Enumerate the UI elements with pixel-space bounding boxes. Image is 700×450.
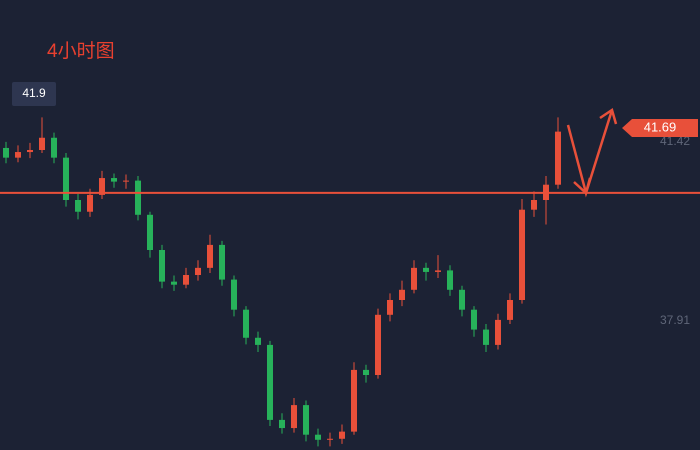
candle-body — [471, 309, 477, 330]
candle-body — [399, 289, 405, 300]
candle-body — [387, 300, 393, 315]
high-label: 41.9 — [22, 86, 46, 100]
candle-body — [351, 369, 357, 432]
candle-body — [375, 314, 381, 375]
candle-body — [315, 434, 321, 440]
candle-body — [39, 137, 45, 150]
candle-body — [159, 250, 165, 282]
candle-body — [459, 289, 465, 310]
candle-body — [219, 244, 225, 280]
candle-body — [111, 178, 117, 182]
candle-body — [423, 267, 429, 272]
candle-body — [87, 194, 93, 212]
high-label-bg — [12, 82, 56, 106]
candle-body — [171, 281, 177, 285]
candle-body — [339, 431, 345, 439]
candle-body — [15, 152, 21, 158]
candle-body — [3, 147, 9, 158]
candle-body — [99, 178, 105, 195]
price-tag: 41.69 — [644, 119, 677, 134]
price-tag-bg — [622, 119, 698, 138]
candle-body — [51, 137, 57, 158]
candle-body — [363, 369, 369, 375]
candle-body — [231, 279, 237, 310]
chart-title: 4小时图 — [47, 40, 115, 62]
y-tick-label: 37.91 — [660, 313, 690, 327]
candle-body — [75, 200, 81, 212]
y-tick-label: 41.42 — [660, 134, 690, 148]
candle-body — [63, 157, 69, 200]
candle-body — [267, 344, 273, 420]
candle-body — [123, 180, 129, 182]
candle-body — [411, 267, 417, 290]
candle-body — [495, 319, 501, 345]
candle-body — [147, 214, 153, 250]
forecast-arrow — [566, 108, 618, 198]
candle-body — [435, 270, 441, 272]
candle-body — [507, 300, 513, 320]
candle-body — [447, 270, 453, 290]
candle-body — [483, 329, 489, 345]
candle-body — [327, 438, 333, 440]
candle-body — [279, 419, 285, 429]
candle-body — [207, 244, 213, 268]
candle-body — [243, 309, 249, 338]
candle-body — [291, 405, 297, 429]
candle-body — [303, 405, 309, 435]
candle-body — [195, 267, 201, 275]
candle-body — [519, 209, 525, 300]
candle-body — [531, 200, 537, 210]
candle-body — [555, 131, 561, 185]
candle-body — [255, 337, 261, 345]
candle-body — [183, 275, 189, 285]
candle-body — [135, 180, 141, 215]
candle-body — [27, 150, 33, 153]
